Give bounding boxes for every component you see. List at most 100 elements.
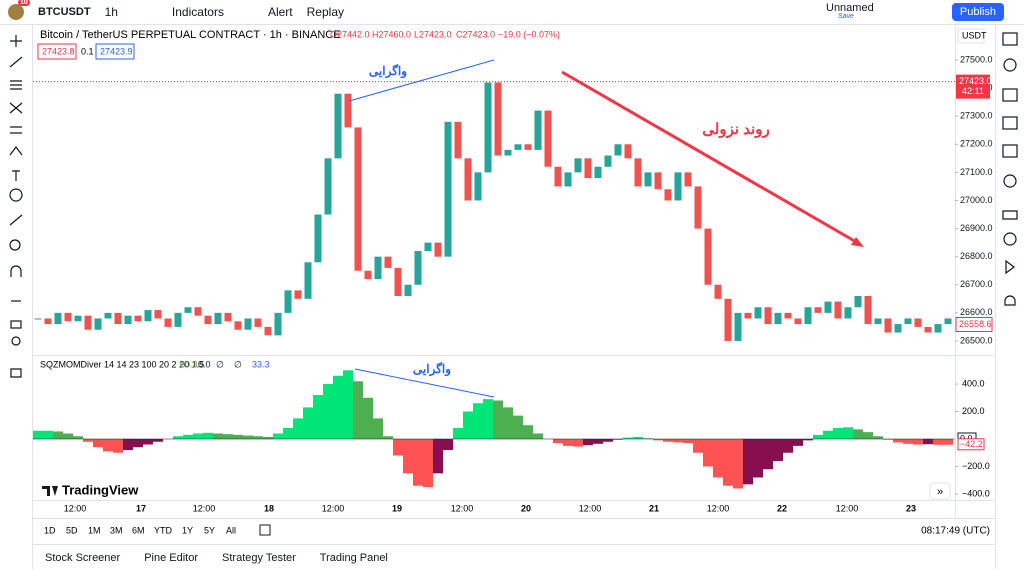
histogram-bar (293, 418, 303, 439)
scroll-icon[interactable]: » (937, 486, 943, 498)
avatar[interactable]: 10 (8, 0, 30, 20)
drawing-toolbar (0, 25, 33, 569)
histogram-bar (223, 434, 233, 439)
indicators[interactable]: Indicators (171, 5, 224, 19)
histogram-bar (63, 433, 73, 439)
histogram-bar (803, 438, 813, 441)
candle (794, 318, 802, 325)
candle (64, 312, 72, 322)
histogram-bar (353, 381, 363, 439)
layout-name[interactable]: Unnamed (826, 2, 874, 14)
y-tick-label: −200.0 (962, 461, 990, 471)
histogram-bar (383, 436, 393, 439)
histogram-bar (423, 438, 433, 488)
ohlc-legend: O27442.0 H27460.0 L27423.0 C27423.0 −19.0 (−… (330, 29, 560, 39)
last-price-label: 26558.6 (959, 319, 992, 329)
candle (184, 307, 192, 313)
ohlc-value: H27460.0 (372, 29, 411, 39)
y-tick-label: 26600.0 (960, 307, 993, 317)
candle (584, 158, 592, 178)
candle (304, 262, 312, 299)
clock: 08:17:49 (UTC) (921, 526, 990, 537)
candle (864, 295, 872, 325)
candle (714, 284, 722, 299)
histogram-bar (433, 438, 443, 474)
histogram-bar (213, 433, 223, 439)
histogram-bar (83, 438, 93, 442)
candle (194, 307, 202, 316)
price-label: 27423.0 (959, 76, 992, 86)
histogram-bar (813, 434, 823, 439)
histogram-bar (623, 437, 633, 439)
candle (834, 301, 842, 319)
panel-tab[interactable]: Trading Panel (319, 551, 388, 564)
histogram-bar (853, 429, 863, 439)
histogram-bar (943, 438, 953, 445)
replay[interactable]: Replay (306, 5, 344, 19)
histogram-bar (573, 438, 583, 447)
tool-icons (9, 35, 23, 378)
ohlc-value: L27423.0 (414, 29, 452, 39)
panel-tab[interactable]: Pine Editor (144, 551, 199, 564)
symbol[interactable]: BTCUSDT (38, 6, 91, 18)
candle (204, 315, 212, 325)
save[interactable]: Save (838, 13, 854, 20)
candle (34, 318, 42, 320)
histogram-bar (93, 438, 103, 448)
histogram-bar (33, 430, 43, 439)
candle (144, 310, 152, 322)
panel-tab[interactable]: Strategy Tester (222, 551, 296, 564)
candle (594, 166, 602, 178)
brand: TradingView (62, 482, 139, 497)
histogram-bar (743, 438, 753, 485)
panel-tab[interactable]: Stock Screener (45, 551, 121, 564)
histogram-bar (73, 436, 83, 439)
range-buttons: 1D 5D 1M 3M 6M YTD 1Y 5Y All (44, 524, 271, 536)
histogram-bar (43, 430, 53, 439)
histogram-bar (603, 438, 613, 442)
range-button[interactable]: 1D (44, 525, 56, 535)
candle (774, 312, 782, 325)
scroll-button[interactable] (929, 482, 951, 500)
histogram-bar (123, 438, 133, 450)
candle (434, 242, 442, 257)
candle (804, 307, 812, 325)
histogram-bar (553, 438, 563, 444)
candle (844, 307, 852, 319)
histogram-bar (703, 438, 713, 467)
histogram-bar (173, 436, 183, 439)
range-button[interactable]: All (226, 525, 236, 535)
calendar-icon[interactable] (259, 524, 271, 536)
y-tick-label: 26800.0 (960, 251, 993, 261)
annotation: روند نزولی (702, 121, 769, 138)
candle (814, 307, 822, 313)
y-tick-label: 27500.0 (960, 54, 993, 64)
candle (274, 312, 282, 336)
y-tick-label: 400.0 (962, 378, 985, 388)
candle (114, 312, 122, 325)
publish-button[interactable]: Publish (951, 3, 1004, 21)
interval[interactable]: 1h (104, 5, 118, 19)
candle (894, 324, 902, 333)
range-button[interactable]: YTD (154, 525, 173, 535)
candle (554, 166, 562, 187)
x-tick-label: 17 (136, 503, 146, 513)
histogram-bar (413, 438, 423, 486)
range-button[interactable]: 5Y (204, 525, 215, 535)
currency[interactable]: USDT (962, 30, 987, 40)
currency-box[interactable] (957, 28, 985, 44)
range-button[interactable]: 1Y (182, 525, 193, 535)
alert[interactable]: Alert (267, 5, 293, 19)
candle (84, 315, 92, 330)
range-button[interactable]: 6M (132, 525, 145, 535)
range-button[interactable]: 1M (88, 525, 101, 535)
range-button[interactable]: 3M (110, 525, 123, 535)
candle (354, 127, 362, 271)
range-button[interactable]: 5D (66, 525, 78, 535)
indicator-value: ∅ (216, 359, 224, 369)
histogram-bar (863, 432, 873, 439)
histogram-bar (893, 438, 903, 443)
candle (364, 270, 372, 280)
candle (744, 312, 752, 319)
bid: 27423.8 (42, 46, 75, 56)
